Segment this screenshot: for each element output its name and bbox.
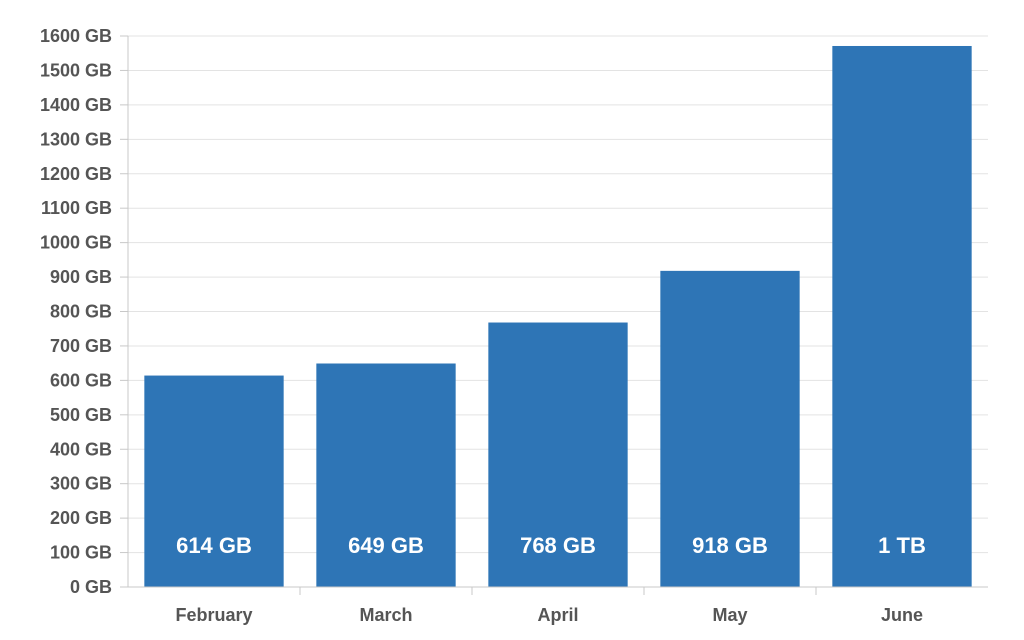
y-tick-label: 600 GB	[50, 370, 112, 390]
y-tick-label: 100 GB	[50, 543, 112, 563]
y-tick-label: 1300 GB	[40, 129, 112, 149]
y-tick-label: 1000 GB	[40, 233, 112, 253]
x-tick-label: April	[537, 605, 578, 625]
x-tick-label: February	[175, 605, 252, 625]
y-tick-label: 300 GB	[50, 474, 112, 494]
y-tick-label: 900 GB	[50, 267, 112, 287]
bar-series	[144, 45, 972, 587]
x-tick-label: June	[881, 605, 923, 625]
x-tick-label: May	[712, 605, 747, 625]
y-tick-label: 700 GB	[50, 336, 112, 356]
y-tick-label: 1200 GB	[40, 164, 112, 184]
y-tick-label: 800 GB	[50, 302, 112, 322]
x-axis-ticks: February March April May June	[175, 587, 923, 625]
bar-data-labels: 614 GB 649 GB 768 GB 918 GB 1 TB	[176, 533, 926, 558]
y-tick-label: 1500 GB	[40, 60, 112, 80]
x-axis	[127, 36, 988, 588]
bar	[488, 322, 628, 587]
bar-data-label: 1 TB	[878, 533, 926, 558]
y-tick-label: 0 GB	[70, 577, 112, 597]
y-tick-label: 1100 GB	[41, 198, 112, 218]
bar-data-label: 768 GB	[520, 533, 596, 558]
bar	[660, 270, 800, 587]
bar	[144, 375, 284, 587]
y-tick-label: 1600 GB	[40, 26, 112, 46]
x-tick-label: March	[359, 605, 412, 625]
y-tick-label: 200 GB	[50, 508, 112, 528]
y-tick-label: 1400 GB	[40, 95, 112, 115]
y-tick-label: 400 GB	[50, 439, 112, 459]
bar	[316, 363, 456, 587]
y-tick-label: 500 GB	[50, 405, 112, 425]
y-axis-ticks: 0 GB 100 GB 200 GB 300 GB 400 GB 500 GB 600 GB…	[40, 26, 128, 597]
bar	[832, 45, 972, 587]
bar-data-label: 649 GB	[348, 533, 424, 558]
bar-data-label: 918 GB	[692, 533, 768, 558]
bar-data-label: 614 GB	[176, 533, 252, 558]
